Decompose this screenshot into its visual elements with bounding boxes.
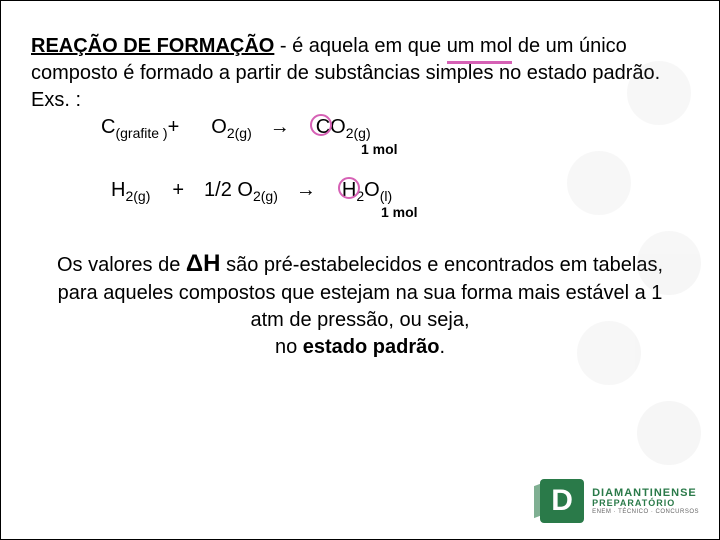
definition-paragraph: REAÇÃO DE FORMAÇÃO - é aquela em que um … — [31, 33, 689, 114]
explanation-paragraph: Os valores de ΔH são pré-estabelecidos e… — [31, 248, 689, 361]
arrow-icon: → — [296, 179, 316, 202]
arrow-icon: → — [270, 116, 290, 139]
equation-2-product: H2O(l) — [342, 179, 392, 204]
definition-title: REAÇÃO DE FORMAÇÃO — [31, 35, 274, 57]
underlined-um-mol: um mol — [447, 33, 513, 60]
logo-text-block: DIAMANTINENSE PREPARATÓRIO ENEM · TÉCNIC… — [592, 487, 699, 515]
equation-1: C(grafite )+ O2(g) → CO2(g) — [101, 116, 689, 141]
estado-padrao: estado padrão — [303, 336, 440, 358]
equation-1-product: CO2(g) — [316, 116, 371, 141]
slide-content: REAÇÃO DE FORMAÇÃO - é aquela em que um … — [1, 1, 719, 381]
logo-mark: D — [540, 479, 584, 523]
logo-subtitle: PREPARATÓRIO — [592, 499, 699, 509]
mol-label-1: 1 mol — [361, 141, 689, 157]
logo: D DIAMANTINENSE PREPARATÓRIO ENEM · TÉCN… — [540, 479, 699, 523]
logo-tagline: ENEM · TÉCNICO · CONCURSOS — [592, 509, 699, 515]
equation-2: H2(g) + 1/2 O2(g) → H2O(l) — [111, 179, 689, 204]
exs-label: Exs. : — [31, 89, 81, 111]
delta-h: ΔH — [186, 250, 221, 277]
mol-label-2: 1 mol — [381, 204, 689, 220]
